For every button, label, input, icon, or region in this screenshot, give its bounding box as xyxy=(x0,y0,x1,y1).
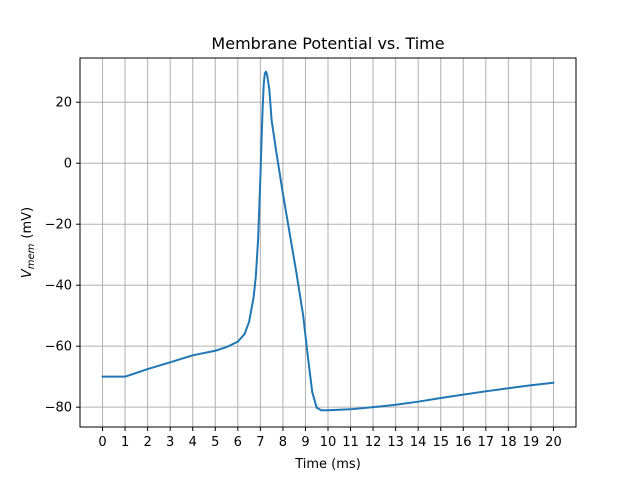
x-tick-label: 10 xyxy=(320,435,337,450)
y-tick-label: 0 xyxy=(64,157,72,172)
x-tick-label: 12 xyxy=(365,435,382,450)
grid-lines xyxy=(80,58,576,427)
x-tick-label: 15 xyxy=(432,435,449,450)
y-tick-label: −40 xyxy=(45,279,72,294)
x-tick-label: 20 xyxy=(545,435,562,450)
axis-ticks: 0 1 2 3 4 5 6 7 8 9 10 11 12 13 14 15 16 17 18 19 20−80−60−4… xyxy=(45,96,562,450)
x-tick-label: 13 xyxy=(387,435,404,450)
x-tick-label: 17 xyxy=(478,435,495,450)
x-tick-label: 9 xyxy=(301,435,309,450)
membrane-potential-line xyxy=(101,70,555,412)
x-tick-label: 7 xyxy=(256,435,264,450)
x-tick-label: 3 xyxy=(166,435,174,450)
series-layer xyxy=(101,70,555,412)
x-tick-label: 8 xyxy=(279,435,287,450)
plot-frame xyxy=(79,57,577,428)
y-tick-label: −20 xyxy=(45,218,72,233)
y-tick-label: 20 xyxy=(55,96,72,111)
y-axis-label-unit: (mV) xyxy=(20,207,35,239)
y-axis-label-subscript: mem xyxy=(26,243,37,269)
x-tick-label: 6 xyxy=(234,435,242,450)
x-tick-label: 11 xyxy=(342,435,359,450)
x-tick-label: 4 xyxy=(189,435,197,450)
x-tick-label: 2 xyxy=(143,435,151,450)
x-tick-label: 0 xyxy=(98,435,106,450)
chart-title: Membrane Potential vs. Time xyxy=(211,34,444,53)
y-axis-label-main: V xyxy=(20,268,35,278)
y-tick-label: −80 xyxy=(45,401,72,416)
x-tick-label: 18 xyxy=(500,435,517,450)
y-axis-label: Vmem (mV) xyxy=(20,207,37,278)
x-tick-label: 16 xyxy=(455,435,472,450)
x-tick-label: 1 xyxy=(121,435,129,450)
x-axis-label: Time (ms) xyxy=(294,457,361,472)
y-tick-label: −60 xyxy=(45,340,72,355)
x-tick-label: 14 xyxy=(410,435,427,450)
x-tick-label: 19 xyxy=(523,435,540,450)
x-tick-label: 5 xyxy=(211,435,219,450)
